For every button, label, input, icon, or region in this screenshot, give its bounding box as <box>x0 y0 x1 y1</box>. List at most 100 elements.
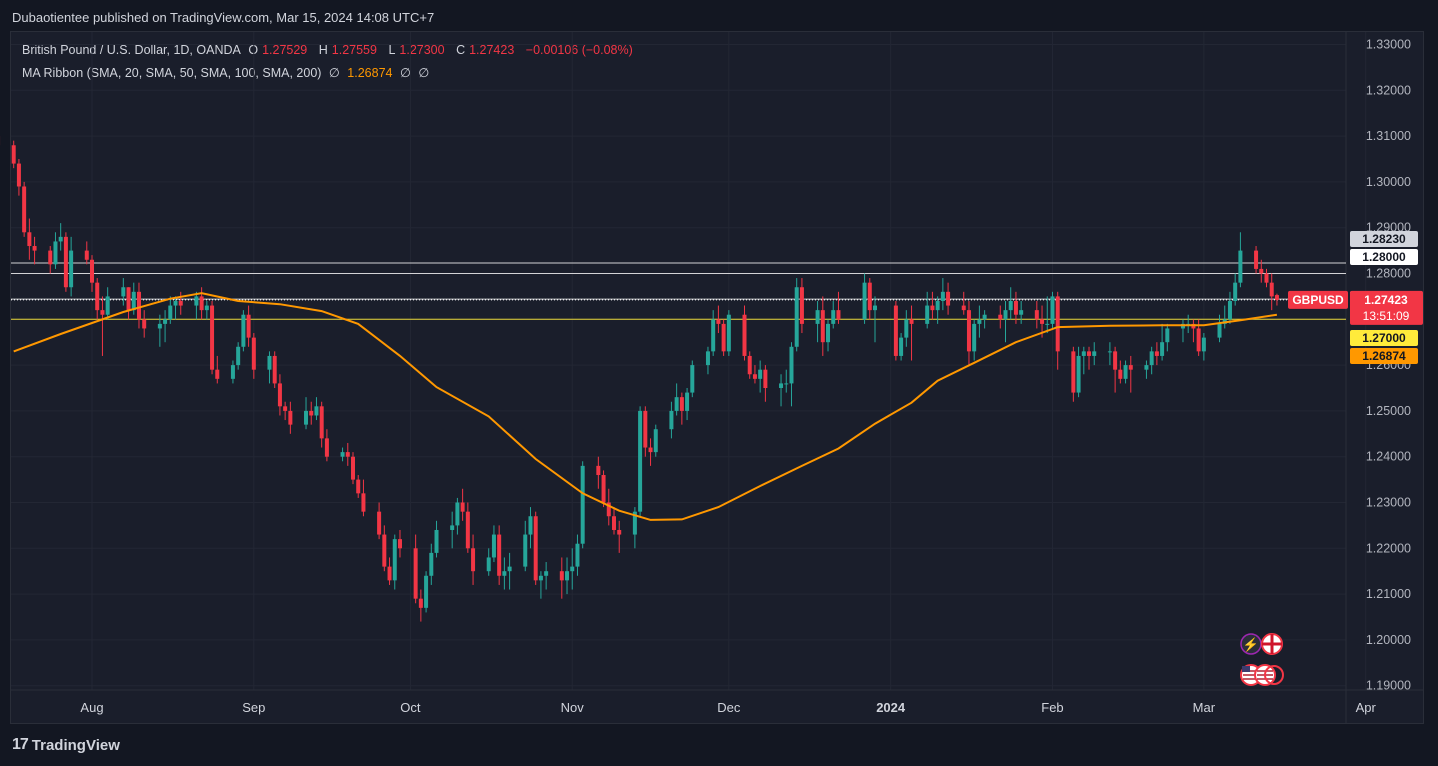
x-tick-label: Dec <box>717 700 741 715</box>
candle-body <box>429 552 434 576</box>
candle-body <box>1154 351 1159 356</box>
candle-body <box>940 291 945 301</box>
candle-body <box>1196 328 1201 352</box>
indicator-legend: MA Ribbon (SMA, 20, SMA, 50, SMA, 100, S… <box>22 65 433 80</box>
candle-body <box>617 529 622 535</box>
chart-frame[interactable] <box>10 31 1424 724</box>
candle-body <box>674 397 679 411</box>
indicator-value-3: ∅ <box>399 66 411 80</box>
candle-body <box>570 566 575 572</box>
x-tick-label: Oct <box>400 700 421 715</box>
candle-body <box>961 305 966 311</box>
candle-body <box>27 232 32 247</box>
candle-body <box>424 575 429 608</box>
candle-body <box>58 236 63 242</box>
candle-body <box>1201 337 1206 352</box>
candle-body <box>236 346 241 366</box>
candle-body <box>210 305 215 370</box>
us-flag-icon-3[interactable] <box>1264 665 1284 685</box>
candle-body <box>544 571 549 576</box>
symbol-description[interactable]: British Pound / U.S. Dollar, 1D, OANDA <box>22 43 241 57</box>
candle-body <box>721 323 726 352</box>
candle-body <box>575 543 580 567</box>
candle-body <box>831 310 836 324</box>
candle-body <box>685 392 690 411</box>
candle-body <box>1233 282 1238 301</box>
candle-body <box>1264 273 1269 283</box>
brand-name: TradingView <box>31 736 120 754</box>
y-tick-label: 1.20000 <box>1366 633 1411 647</box>
candle-body <box>935 300 940 311</box>
candle-body <box>1254 250 1259 269</box>
candle-body <box>1160 342 1165 356</box>
candle-body <box>131 291 136 311</box>
candle-body <box>1019 310 1024 315</box>
candle-body <box>491 534 496 558</box>
candle-body <box>669 410 674 430</box>
tv-logo-icon: 17 <box>12 736 29 753</box>
candle-body <box>283 406 288 411</box>
y-tick-label: 1.22000 <box>1366 541 1411 555</box>
current-price-box <box>1350 290 1423 325</box>
y-tick-label: 1.28000 <box>1366 267 1411 281</box>
candle-body <box>173 300 178 306</box>
event-icons: ⚡ <box>1240 633 1284 686</box>
candle-body <box>199 296 204 311</box>
candle-body <box>450 525 455 530</box>
candle-body <box>215 369 220 379</box>
candle-body <box>904 319 909 338</box>
candle-body <box>763 369 768 388</box>
price-label-bg <box>1350 330 1418 346</box>
candle-body <box>434 529 439 553</box>
candle-body <box>486 557 491 572</box>
candle-body <box>1269 282 1274 297</box>
candle-body <box>1274 295 1279 300</box>
candle-body <box>559 571 564 581</box>
candle-body <box>356 479 361 494</box>
candle-body <box>178 300 183 306</box>
candle-body <box>105 296 110 315</box>
candle-body <box>465 511 470 549</box>
countdown-label: 13:51:09 <box>1363 309 1410 323</box>
candle-body <box>345 452 350 457</box>
candle-body <box>53 241 58 265</box>
candle-body <box>1144 365 1149 370</box>
candle-body <box>460 502 465 512</box>
candle-body <box>1107 351 1112 353</box>
symbol-tag: GBPUSD <box>1292 293 1344 307</box>
y-tick-label: 1.32000 <box>1366 83 1411 97</box>
candle-body <box>1217 323 1222 338</box>
candle-body <box>497 534 502 576</box>
candle-body <box>946 291 951 306</box>
candle-body <box>726 314 731 352</box>
candle-body <box>836 310 841 320</box>
candle-body <box>397 539 402 549</box>
candle-body <box>653 429 658 453</box>
candle-body <box>1259 268 1264 274</box>
candle-body <box>304 410 309 425</box>
indicator-value-4: ∅ <box>418 66 430 80</box>
candle-body <box>1128 365 1133 370</box>
indicator-name[interactable]: MA Ribbon (SMA, 20, SMA, 50, SMA, 100, S… <box>22 66 322 80</box>
candle-body <box>100 310 105 315</box>
candle-body <box>246 314 251 338</box>
candle-body <box>867 282 872 311</box>
candle-body <box>288 410 293 425</box>
candle-body <box>267 355 272 370</box>
candle-body <box>925 305 930 324</box>
candle-body <box>340 452 345 457</box>
x-tick-label: 2024 <box>876 700 906 715</box>
candle-body <box>1113 351 1118 370</box>
ohlc-close: C 1.27423 <box>456 43 515 57</box>
candle-body <box>1092 351 1097 356</box>
current-price-label: 1.27423 <box>1364 293 1408 307</box>
price-label: 1.28230 <box>1362 232 1406 246</box>
candle-body <box>95 282 100 311</box>
candle-body <box>977 319 982 324</box>
tradingview-logo[interactable]: 17 TradingView <box>12 736 120 754</box>
candle-body <box>711 319 716 352</box>
candle-body <box>648 447 653 453</box>
candle-body <box>998 314 1003 320</box>
candle-body <box>1050 296 1055 324</box>
